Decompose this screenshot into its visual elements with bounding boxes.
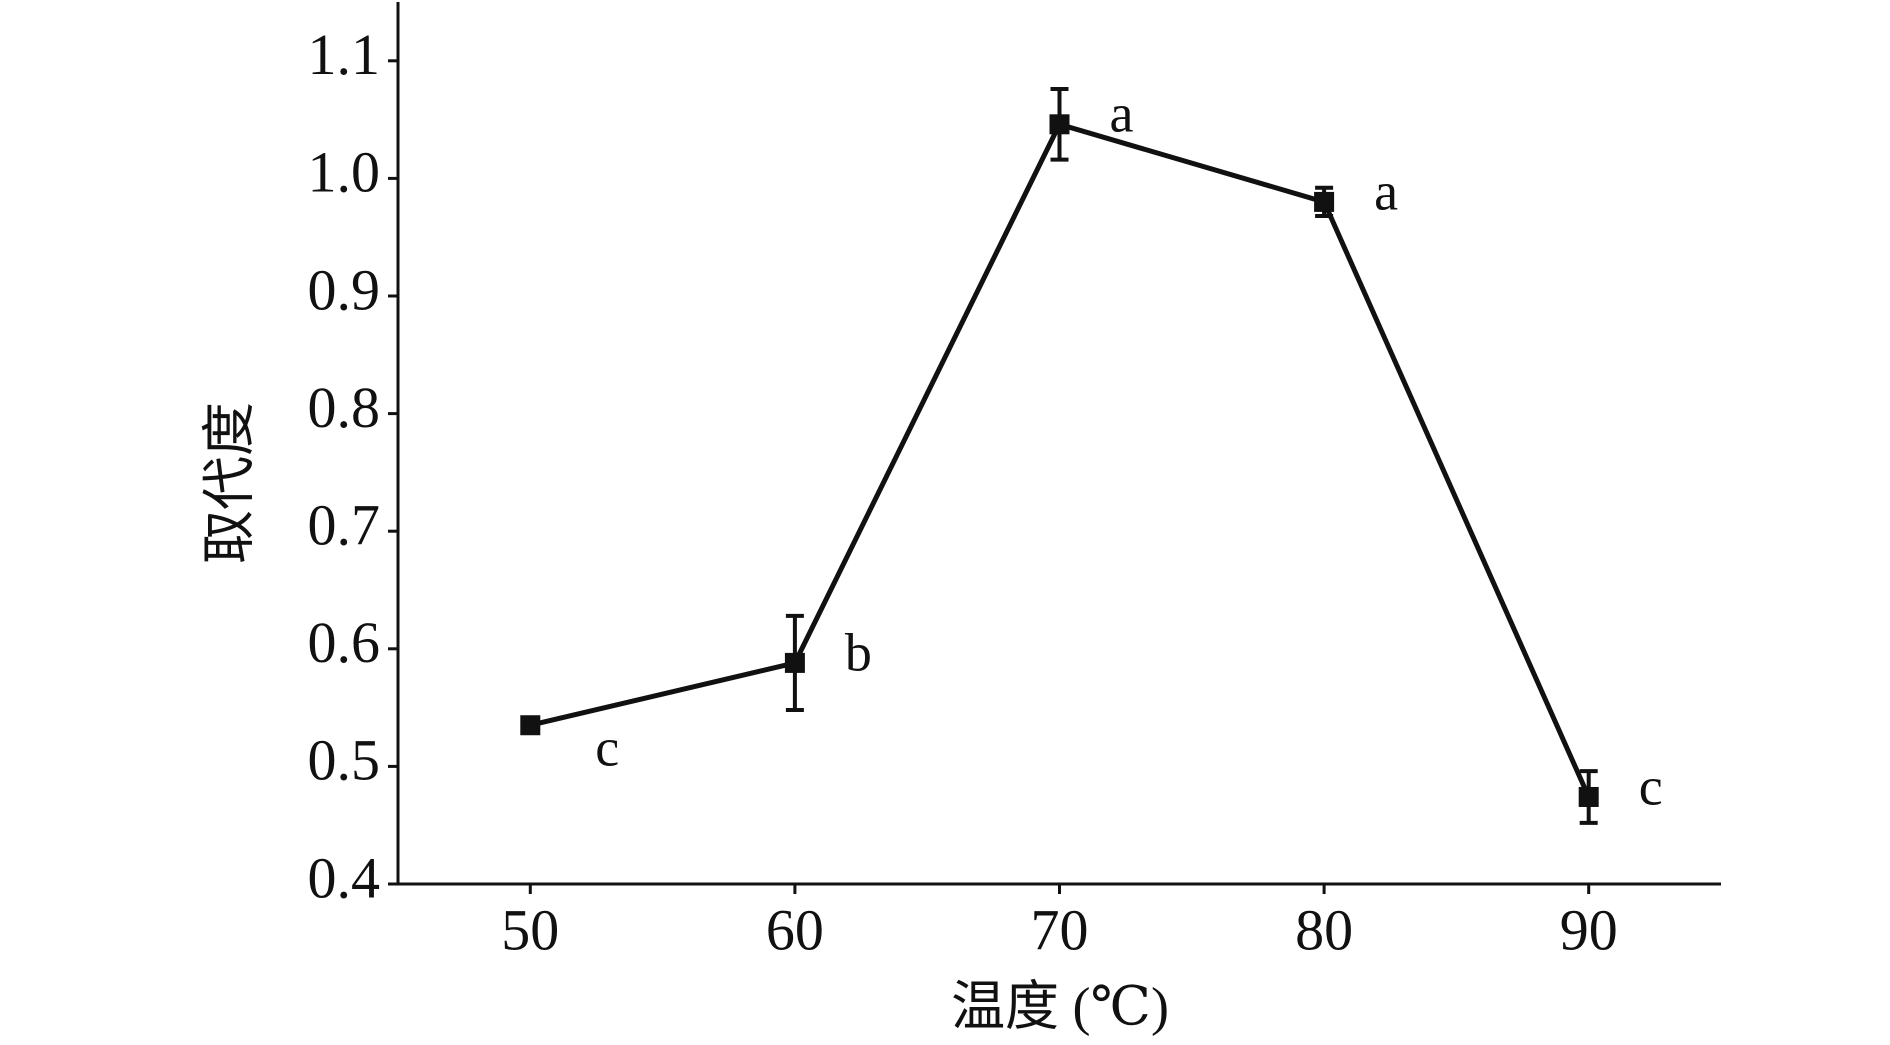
y-axis-label: 取代度 — [199, 402, 259, 564]
y-tick-label: 0.8 — [308, 375, 381, 440]
y-tick-label: 1.0 — [308, 140, 381, 205]
y-tick-label: 0.4 — [308, 845, 381, 910]
x-axis-label: 温度 (℃) — [951, 976, 1169, 1036]
y-tick-label: 0.7 — [308, 493, 381, 558]
marker — [784, 652, 805, 673]
annotation: a — [1374, 161, 1398, 221]
annotation: a — [1110, 84, 1134, 144]
x-tick-label: 50 — [501, 897, 559, 962]
annotation: b — [845, 622, 872, 682]
marker — [1578, 786, 1599, 807]
y-tick-label: 0.6 — [308, 610, 381, 675]
x-tick-label: 80 — [1295, 897, 1353, 962]
x-tick-label: 70 — [1031, 897, 1089, 962]
y-tick-label: 1.1 — [308, 22, 381, 87]
line — [529, 121, 1591, 798]
x-tick-label: 60 — [766, 897, 824, 962]
y-tick-label: 0.5 — [308, 728, 381, 793]
marker — [520, 715, 541, 736]
marker — [1314, 191, 1335, 212]
annotation: c — [1639, 756, 1663, 816]
y-tick-label: 0.9 — [308, 257, 381, 322]
marker — [1049, 114, 1070, 135]
annotation: c — [595, 718, 619, 778]
x-tick-label: 90 — [1560, 897, 1618, 962]
